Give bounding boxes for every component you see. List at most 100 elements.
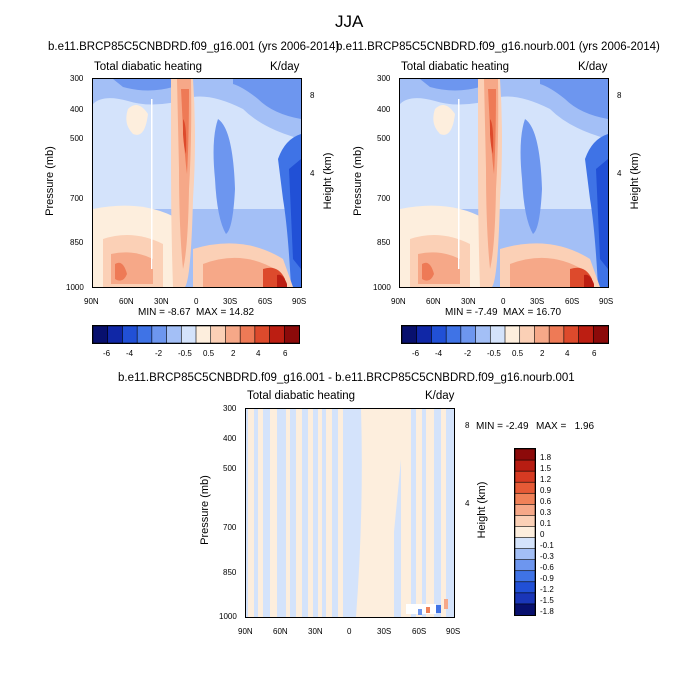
panel1-units: K/day — [270, 61, 300, 73]
field-contour — [444, 599, 448, 609]
colorbar-swatch — [151, 325, 168, 344]
field-contour — [356, 409, 406, 617]
panel2-ytick-right: 8 — [617, 91, 622, 100]
panel3-xtick: 30S — [377, 627, 392, 636]
colorbar-swatch — [514, 570, 536, 583]
panel2-cbar-label: -6 — [412, 349, 420, 358]
panel2-title: b.e11.BRCP85C5CNBDRD.f09_g16.nourb.001 (… — [336, 41, 660, 53]
panel1-field-label: Total diabatic heating — [94, 61, 203, 73]
panel3-xtick: 60N — [273, 627, 288, 636]
field-contour — [113, 79, 173, 91]
panel3-cbar-label: 1.8 — [540, 453, 552, 462]
colorbar-swatch — [514, 559, 536, 572]
panel2-cbar-label: -2 — [464, 349, 472, 358]
panel3-xtick: 30N — [308, 627, 323, 636]
panel1-ytick: 700 — [70, 194, 84, 203]
colorbar-swatch — [514, 526, 536, 539]
field-contour — [540, 79, 608, 119]
colorbar-swatch — [514, 581, 536, 594]
field-contour — [213, 119, 235, 234]
panel2-cbar-label: -0.5 — [487, 349, 501, 358]
panel2-xtick: 60S — [565, 297, 580, 306]
colorbar-swatch — [514, 537, 536, 550]
field-contour — [441, 409, 446, 617]
panel3-ytick-right: 4 — [465, 499, 470, 508]
panel3-cbar-label: -0.3 — [540, 552, 554, 561]
panel3-min-text: MIN = -2.49 — [476, 421, 529, 432]
panel3-xtick: 90S — [446, 627, 461, 636]
panel1-cbar-label: 4 — [256, 349, 261, 358]
panel2-xtick: 60N — [426, 297, 441, 306]
panel3-cbar-label: -0.1 — [540, 541, 554, 550]
field-contour — [433, 105, 455, 135]
colorbar-swatch — [254, 325, 271, 344]
panel2-xtick: 0 — [501, 297, 506, 306]
panel1-xtick: 90S — [292, 297, 307, 306]
panel3-max-text: MAX = 1.96 — [536, 421, 595, 432]
panel1-ytick-right: 4 — [310, 169, 315, 178]
panel2-cbar-label: 4 — [565, 349, 570, 358]
panel1-cbar-label: 2 — [231, 349, 236, 358]
field-contour — [318, 409, 322, 617]
panel1-colorbar — [92, 325, 300, 344]
panel1-xtick: 30N — [154, 297, 169, 306]
panel1-cbar-label: -4 — [126, 349, 134, 358]
colorbar-swatch — [92, 325, 109, 344]
panel1-xtick: 0 — [194, 297, 199, 306]
colorbar-swatch — [592, 325, 609, 344]
field-contour — [401, 409, 411, 617]
field-background — [246, 409, 454, 617]
panel3-xtick: 90N — [238, 627, 253, 636]
colorbar-swatch — [489, 325, 506, 344]
colorbar-swatch — [180, 325, 197, 344]
panel3-field-label: Total diabatic heating — [247, 390, 356, 402]
panel2-cbar-label: 6 — [592, 349, 597, 358]
field-contour — [596, 159, 608, 269]
panel2-xtick: 30N — [461, 297, 476, 306]
panel3-ytick: 850 — [223, 568, 237, 577]
field-contour — [338, 409, 343, 617]
colorbar-swatch — [445, 325, 462, 344]
panel1-xtick: 30S — [223, 297, 238, 306]
colorbar-swatch — [460, 325, 477, 344]
panel1-cbar-label: 6 — [283, 349, 288, 358]
panel3-cbar-label: -1.5 — [540, 596, 554, 605]
panel3-cbar-label: -0.6 — [540, 563, 554, 572]
panel1-cbar-label: -0.5 — [178, 349, 192, 358]
colorbar-swatch — [504, 325, 521, 344]
colorbar-swatch — [534, 325, 550, 344]
panel1-xtick: 90N — [84, 297, 99, 306]
panel2-colorbar — [401, 325, 609, 344]
panel1-max-text: MAX = 14.82 — [196, 307, 255, 318]
field-contour — [458, 99, 460, 269]
panel1-ytick-right: 8 — [310, 91, 315, 100]
field-contour — [420, 79, 480, 91]
panel1-ytick: 400 — [70, 105, 84, 114]
colorbar-swatch — [122, 325, 138, 344]
field-contour — [418, 609, 422, 615]
field-contour — [183, 119, 187, 154]
colorbar-swatch — [514, 448, 536, 461]
panel1-xtick: 60N — [119, 297, 134, 306]
panel2-ytick: 1000 — [373, 283, 391, 292]
panel2-cbar-label: -4 — [435, 349, 443, 358]
field-contour — [416, 409, 422, 617]
field-contour — [296, 409, 302, 617]
field-contour — [248, 409, 254, 617]
field-contour — [308, 409, 313, 617]
panel2-ytick-right: 4 — [617, 169, 622, 178]
panel1-cbar-label: -2 — [155, 349, 163, 358]
panel2-units: K/day — [578, 61, 608, 73]
colorbar-swatch — [514, 481, 536, 495]
colorbar-swatch — [107, 325, 124, 344]
colorbar-swatch — [514, 548, 536, 561]
panel3-ylabel: Pressure (mb) — [199, 475, 211, 545]
field-contour — [270, 409, 277, 617]
panel1-ytick: 300 — [70, 74, 84, 83]
panel3-ytick: 500 — [223, 464, 237, 473]
field-contour — [151, 99, 153, 269]
field-contour — [490, 119, 494, 154]
panel2-plot — [399, 78, 609, 288]
panel1-ylabel-right: Height (km) — [322, 152, 334, 210]
field-contour — [584, 274, 594, 287]
